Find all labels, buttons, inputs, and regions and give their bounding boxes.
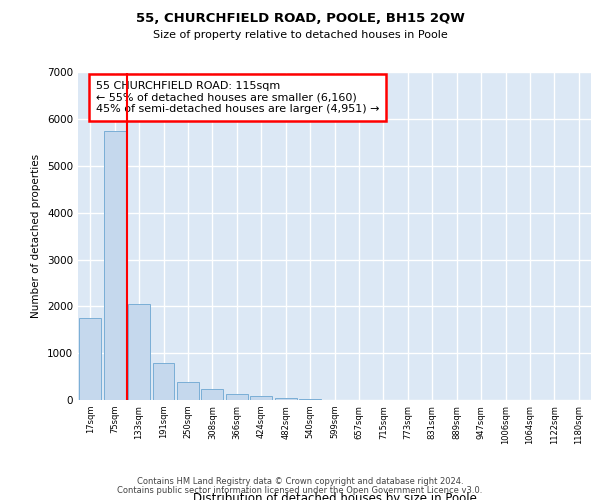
Bar xyxy=(79,318,101,400)
Text: 55 CHURCHFIELD ROAD: 115sqm
← 55% of detached houses are smaller (6,160)
45% of : 55 CHURCHFIELD ROAD: 115sqm ← 55% of det… xyxy=(96,80,379,114)
Bar xyxy=(128,304,150,400)
Y-axis label: Number of detached properties: Number of detached properties xyxy=(31,154,41,318)
Text: Contains public sector information licensed under the Open Government Licence v3: Contains public sector information licen… xyxy=(118,486,482,495)
Bar xyxy=(202,389,223,400)
Text: Size of property relative to detached houses in Poole: Size of property relative to detached ho… xyxy=(152,30,448,40)
Text: 55, CHURCHFIELD ROAD, POOLE, BH15 2QW: 55, CHURCHFIELD ROAD, POOLE, BH15 2QW xyxy=(136,12,464,26)
Bar xyxy=(226,394,248,400)
Bar xyxy=(299,399,321,400)
Bar xyxy=(104,131,125,400)
Bar xyxy=(275,398,296,400)
Bar xyxy=(250,396,272,400)
Bar xyxy=(152,362,175,400)
Text: Contains HM Land Registry data © Crown copyright and database right 2024.: Contains HM Land Registry data © Crown c… xyxy=(137,477,463,486)
X-axis label: Distribution of detached houses by size in Poole: Distribution of detached houses by size … xyxy=(193,492,476,500)
Bar xyxy=(177,382,199,400)
